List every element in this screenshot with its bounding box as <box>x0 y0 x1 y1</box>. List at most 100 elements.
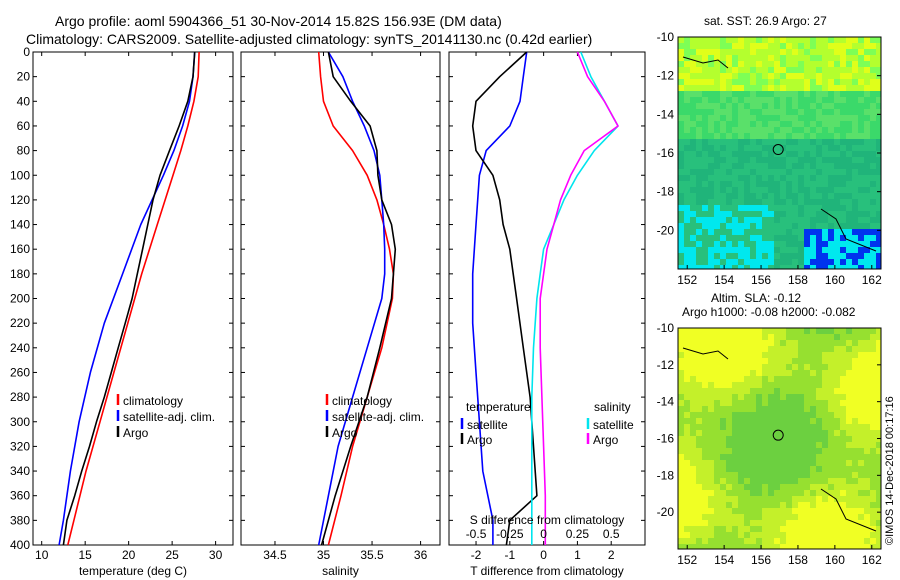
map-cell <box>732 400 739 407</box>
map-cell <box>738 520 745 527</box>
map-cell <box>780 187 787 194</box>
map-cell <box>708 211 715 218</box>
map-cell <box>732 259 739 266</box>
map-cell <box>756 340 763 347</box>
map-cell <box>780 223 787 230</box>
map-cell <box>708 448 715 455</box>
map-cell <box>708 109 715 116</box>
map-cell <box>738 229 745 236</box>
map-cell <box>780 79 787 86</box>
y-tick-label: 100 <box>10 168 30 182</box>
map-cell <box>786 127 793 134</box>
map-cell <box>750 85 757 92</box>
map-cell <box>816 163 823 170</box>
map-cell <box>846 430 853 437</box>
map-cell <box>762 538 769 545</box>
map-cell <box>768 502 775 509</box>
map-cell <box>816 424 823 431</box>
map-cell <box>846 424 853 431</box>
map-cell <box>702 103 709 110</box>
map-cell <box>840 460 847 467</box>
map-cell <box>858 235 865 242</box>
map-cell <box>720 382 727 389</box>
map-cell <box>744 454 751 461</box>
map-cell <box>774 358 781 365</box>
map-cell <box>834 490 841 497</box>
map-cell <box>852 193 859 200</box>
map-cell <box>852 85 859 92</box>
map-cell <box>684 442 691 449</box>
map-cell <box>822 514 829 521</box>
map-cell <box>768 79 775 86</box>
map-cell <box>678 211 685 218</box>
map-cell <box>876 73 881 80</box>
map-cell <box>768 187 775 194</box>
map-cell <box>750 538 757 545</box>
map-cell <box>792 376 799 383</box>
map-cell <box>852 382 859 389</box>
map-cell <box>696 37 703 44</box>
map-cell <box>708 67 715 74</box>
map-cell <box>852 235 859 242</box>
map-cell <box>768 406 775 413</box>
map-cell <box>804 97 811 104</box>
map-cell <box>678 67 685 74</box>
map-cell <box>858 340 865 347</box>
map-cell <box>840 334 847 341</box>
map-cell <box>840 79 847 86</box>
map-cell <box>738 55 745 62</box>
map-cell <box>726 133 733 140</box>
map-cell <box>768 169 775 176</box>
map-cell <box>792 412 799 419</box>
map-cell <box>684 229 691 236</box>
map-cell <box>738 454 745 461</box>
map-cell <box>696 253 703 260</box>
map-cell <box>870 538 877 545</box>
map-cell <box>792 364 799 371</box>
map-cell <box>762 217 769 224</box>
map-cell <box>696 49 703 56</box>
map-cell <box>822 484 829 491</box>
map-cell <box>774 532 781 539</box>
map-cell <box>810 364 817 371</box>
map-cell <box>834 85 841 92</box>
map-cell <box>786 73 793 80</box>
map-cell <box>696 139 703 146</box>
map-cell <box>852 169 859 176</box>
map-cell <box>876 265 881 269</box>
map-cell <box>822 211 829 218</box>
map-cell <box>780 217 787 224</box>
map-cell <box>708 163 715 170</box>
map-cell <box>744 496 751 503</box>
map-cell <box>870 412 877 419</box>
map-cell <box>834 193 841 200</box>
map-cell <box>708 424 715 431</box>
map-cell <box>690 241 697 248</box>
map-cell <box>846 163 853 170</box>
map-cell <box>774 73 781 80</box>
map-cell <box>684 49 691 56</box>
map-cell <box>768 472 775 479</box>
map-cell <box>870 229 877 236</box>
map-cell <box>804 502 811 509</box>
map-cell <box>870 259 877 266</box>
map-cell <box>810 388 817 395</box>
map-cell <box>750 424 757 431</box>
map-cell <box>840 97 847 104</box>
map-cell <box>780 73 787 80</box>
map-cell <box>810 442 817 449</box>
map-cell <box>798 418 805 425</box>
map-cell <box>810 169 817 176</box>
map-cell <box>876 97 881 104</box>
map-cell <box>840 163 847 170</box>
map-cell <box>744 436 751 443</box>
map-cell <box>864 49 871 56</box>
map-cell <box>696 103 703 110</box>
map-cell <box>876 544 881 549</box>
map-cell <box>690 49 697 56</box>
map-cell <box>870 418 877 425</box>
map-cell <box>738 418 745 425</box>
map-cell <box>828 157 835 164</box>
map-cell <box>846 175 853 182</box>
map-cell <box>714 406 721 413</box>
